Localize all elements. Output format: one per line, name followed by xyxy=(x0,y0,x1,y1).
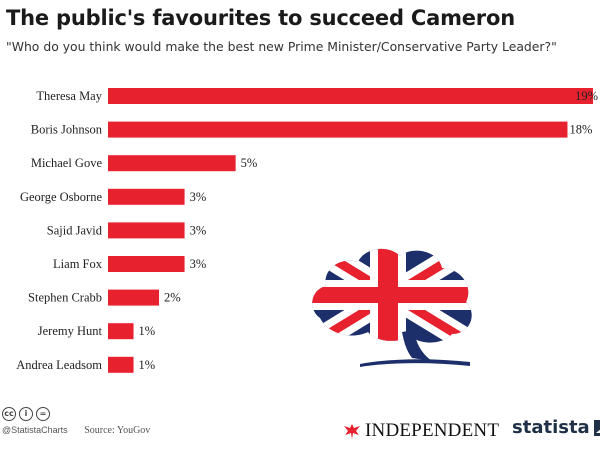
category-label: Boris Johnson xyxy=(31,123,103,137)
publisher-name: INDEPENDENT xyxy=(365,420,500,441)
value-label: 1% xyxy=(139,358,156,372)
category-label: Stephen Crabb xyxy=(28,291,102,305)
bar[interactable] xyxy=(108,256,185,272)
category-label: Sajid Javid xyxy=(47,223,103,237)
bar-chart: Theresa May 19% Boris Johnson 18% Michael Go… xyxy=(16,88,598,373)
chart-subtitle: "Who do you think would make the best ne… xyxy=(6,39,557,54)
category-label: Liam Fox xyxy=(53,257,103,271)
bar[interactable] xyxy=(108,289,160,306)
statista-mark-icon xyxy=(593,419,600,436)
conservative-tree-logo-icon xyxy=(312,248,472,367)
brand-name: statista xyxy=(512,417,590,438)
source-label: Source: YouGov xyxy=(84,425,151,436)
cc-icon[interactable]: cc xyxy=(2,407,16,421)
footer-credits: cc i = @StatistaCharts Source: YouGov xyxy=(2,407,150,436)
category-label: Andrea Leadsom xyxy=(16,358,102,372)
value-label: 18% xyxy=(569,123,592,137)
value-label: 19% xyxy=(575,89,598,103)
bar[interactable] xyxy=(108,88,593,104)
value-label: 3% xyxy=(190,223,207,237)
chart-title: The public's favourites to succeed Camer… xyxy=(6,6,515,30)
bar[interactable] xyxy=(108,222,185,239)
value-label: 5% xyxy=(241,156,258,170)
value-label: 3% xyxy=(190,190,207,204)
attribution-icon[interactable]: i xyxy=(19,407,33,421)
category-label: Jeremy Hunt xyxy=(38,324,103,338)
statista-logo[interactable]: statista xyxy=(512,417,600,438)
category-label: Michael Gove xyxy=(31,156,103,170)
category-label: George Osborne xyxy=(20,190,102,204)
bar[interactable] xyxy=(108,323,134,340)
bar[interactable] xyxy=(108,121,568,138)
no-derivatives-icon[interactable]: = xyxy=(36,407,50,421)
category-label: Theresa May xyxy=(36,89,102,103)
eagle-icon xyxy=(344,424,360,439)
bar[interactable] xyxy=(108,188,185,205)
value-label: 2% xyxy=(164,291,181,305)
statista-handle[interactable]: @StatistaCharts xyxy=(2,425,68,435)
value-label: 3% xyxy=(190,257,207,271)
bar[interactable] xyxy=(108,356,134,373)
independent-logo[interactable]: INDEPENDENT xyxy=(342,420,499,442)
value-label: 1% xyxy=(139,324,156,338)
bar[interactable] xyxy=(108,155,236,172)
